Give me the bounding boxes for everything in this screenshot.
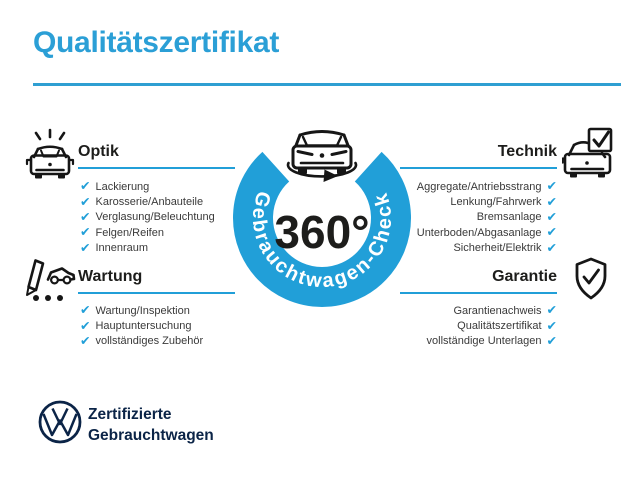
ring-arc bbox=[233, 151, 411, 307]
check-icon: ✔ bbox=[80, 303, 91, 318]
optik-checklist: ✔ Lackierung ✔ Karosserie/Anbauteile ✔ Verg… bbox=[80, 179, 215, 255]
car-checkbox-icon bbox=[562, 127, 613, 178]
brand-text: Zertifizierte Gebrauchtwagen bbox=[88, 404, 214, 446]
check-icon: ✔ bbox=[80, 194, 91, 209]
list-item: Bremsanlage ✔ bbox=[477, 210, 557, 225]
list-item-label: Qualitätszertifikat bbox=[457, 319, 542, 332]
list-item-label: Hauptuntersuchung bbox=[95, 319, 192, 332]
list-item-label: Sicherheit/Elektrik bbox=[453, 241, 542, 254]
list-item: ✔ Verglasung/Beleuchtung bbox=[80, 210, 215, 225]
list-item: ✔ Wartung/Inspektion bbox=[80, 303, 203, 318]
list-item: ✔ Lackierung bbox=[80, 179, 215, 194]
check-icon: ✔ bbox=[546, 333, 557, 348]
vw-logo bbox=[38, 400, 82, 444]
section-optik-heading: Optik bbox=[78, 143, 119, 160]
list-item-label: Lackierung bbox=[95, 180, 150, 193]
list-item-label: Bremsanlage bbox=[476, 211, 542, 224]
page-title: Qualitätszertifikat bbox=[33, 26, 280, 59]
list-item-label: Lenkung/Fahrwerk bbox=[450, 195, 542, 208]
check-icon: ✔ bbox=[546, 194, 557, 209]
technik-underline bbox=[400, 167, 557, 169]
ring-value-360: 360° bbox=[274, 206, 369, 258]
list-item: ✔ Felgen/Reifen bbox=[80, 225, 215, 240]
technik-checklist: Aggregate/Antriebsstrang ✔ Lenkung/Fahrwe… bbox=[417, 179, 557, 255]
list-item-label: Wartung/Inspektion bbox=[95, 304, 190, 317]
optik-underline bbox=[78, 167, 235, 169]
list-item-label: vollständiges Zubehör bbox=[95, 335, 204, 348]
garantie-checklist: Garantienachweis ✔ Qualitätszertifikat ✔ v… bbox=[427, 303, 557, 349]
list-item: ✔ Innenraum bbox=[80, 240, 215, 255]
wartung-underline bbox=[78, 292, 235, 294]
check-icon: ✔ bbox=[546, 303, 557, 318]
list-item: Qualitätszertifikat ✔ bbox=[457, 318, 557, 333]
list-item: ✔ Hauptuntersuchung bbox=[80, 318, 203, 333]
list-item-label: Innenraum bbox=[95, 241, 149, 254]
check-icon: ✔ bbox=[546, 225, 557, 240]
garantie-underline bbox=[400, 292, 557, 294]
list-item: ✔ vollständiges Zubehör bbox=[80, 334, 203, 349]
check-icon: ✔ bbox=[80, 318, 91, 333]
check-icon: ✔ bbox=[80, 209, 91, 224]
header-rule bbox=[33, 83, 621, 86]
wartung-checklist: ✔ Wartung/Inspektion ✔ Hauptuntersuchung ✔… bbox=[80, 303, 203, 349]
shield-check-icon bbox=[575, 257, 607, 300]
brand-line-2: Gebrauchtwagen bbox=[88, 427, 214, 444]
360-check-badge: 360° Gebrauchtwagen-Check bbox=[233, 130, 411, 307]
check-icon: ✔ bbox=[80, 225, 91, 240]
brand-line-1: Zertifizierte bbox=[88, 406, 172, 423]
list-item: Lenkung/Fahrwerk ✔ bbox=[450, 194, 557, 209]
check-icon: ✔ bbox=[80, 333, 91, 348]
check-icon: ✔ bbox=[546, 318, 557, 333]
list-item-label: Verglasung/Beleuchtung bbox=[95, 211, 215, 224]
check-icon: ✔ bbox=[80, 179, 91, 194]
list-item-label: Unterboden/Abgasanlage bbox=[416, 226, 542, 239]
list-item-label: vollständige Unterlagen bbox=[426, 335, 542, 348]
list-item: Sicherheit/Elektrik ✔ bbox=[453, 240, 557, 255]
list-item-label: Karosserie/Anbauteile bbox=[95, 195, 204, 208]
list-item-label: Garantienachweis bbox=[453, 304, 542, 317]
section-technik-heading: Technik bbox=[497, 143, 557, 160]
section-garantie-heading: Garantie bbox=[492, 268, 557, 285]
list-item-label: Felgen/Reifen bbox=[95, 226, 164, 239]
check-icon: ✔ bbox=[546, 179, 557, 194]
list-item: ✔ Karosserie/Anbauteile bbox=[80, 194, 215, 209]
car-rotation-icon bbox=[286, 130, 358, 182]
check-icon: ✔ bbox=[80, 240, 91, 255]
check-icon: ✔ bbox=[546, 209, 557, 224]
section-wartung-heading: Wartung bbox=[78, 268, 143, 285]
car-front-shine-icon bbox=[25, 128, 75, 179]
list-item: vollständige Unterlagen ✔ bbox=[427, 334, 557, 349]
list-item: Unterboden/Abgasanlage ✔ bbox=[417, 225, 557, 240]
check-icon: ✔ bbox=[546, 240, 557, 255]
pencil-car-icon bbox=[26, 259, 76, 301]
list-item-label: Aggregate/Antriebsstrang bbox=[416, 180, 542, 193]
list-item: Aggregate/Antriebsstrang ✔ bbox=[417, 179, 557, 194]
list-item: Garantienachweis ✔ bbox=[453, 303, 557, 318]
